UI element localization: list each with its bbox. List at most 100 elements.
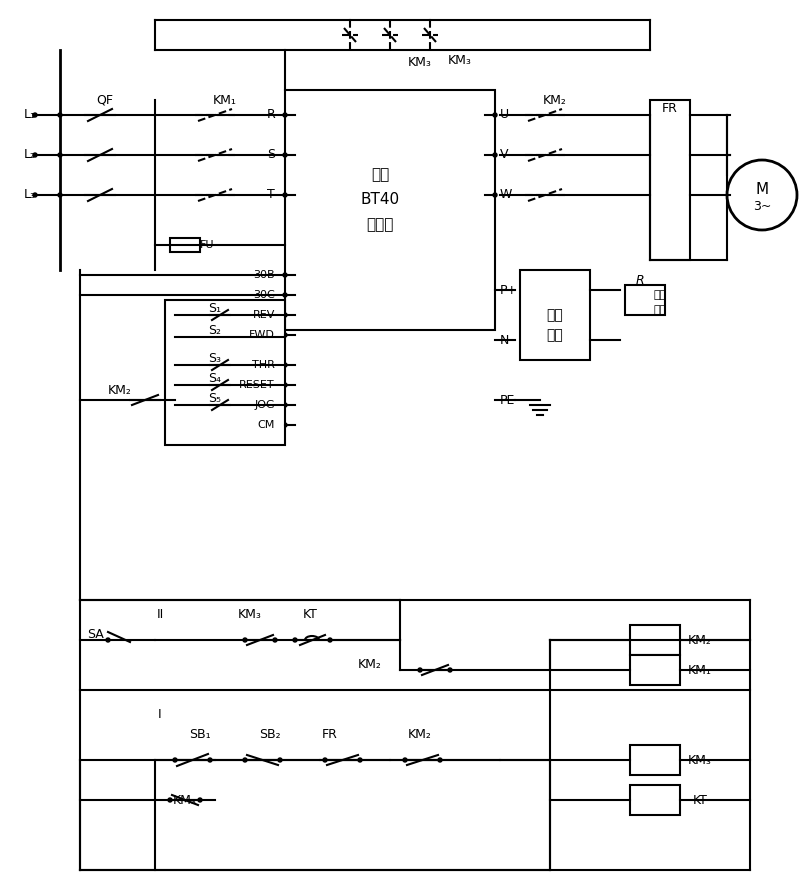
Circle shape [58, 153, 62, 157]
Circle shape [283, 403, 287, 407]
Text: R: R [266, 109, 275, 121]
Text: KM₃: KM₃ [238, 608, 262, 622]
Text: KM₃: KM₃ [173, 794, 197, 806]
Circle shape [283, 423, 287, 427]
Text: FR: FR [322, 729, 338, 741]
Circle shape [328, 638, 332, 642]
Text: V: V [500, 148, 509, 161]
Text: REV: REV [252, 310, 275, 320]
Bar [630, 625, 680, 655]
Bar [520, 270, 590, 360]
Bar [630, 655, 680, 685]
Circle shape [293, 638, 297, 642]
Text: KT: KT [302, 608, 318, 622]
Bar [650, 100, 690, 260]
Text: RESET: RESET [239, 380, 275, 390]
Text: CM: CM [258, 420, 275, 430]
Text: PE: PE [500, 393, 515, 407]
Circle shape [448, 668, 452, 672]
Text: QF: QF [97, 94, 114, 106]
Circle shape [283, 333, 287, 337]
Text: 制动: 制动 [654, 290, 667, 300]
Text: KM₂: KM₂ [543, 94, 567, 106]
Circle shape [33, 153, 37, 157]
Circle shape [283, 383, 287, 387]
Circle shape [168, 798, 172, 802]
Text: KM₁: KM₁ [213, 94, 237, 106]
Text: JOG: JOG [255, 400, 275, 410]
Text: S₅: S₅ [209, 392, 222, 404]
Bar [170, 238, 200, 252]
Text: 单元: 单元 [546, 328, 563, 342]
Text: KM₂: KM₂ [688, 633, 712, 647]
Text: 30B: 30B [253, 270, 275, 280]
Text: I: I [158, 708, 162, 722]
Circle shape [358, 758, 362, 762]
Circle shape [283, 113, 287, 117]
Bar [165, 300, 285, 445]
Text: KM₃: KM₃ [448, 54, 472, 67]
Text: L₃: L₃ [24, 188, 36, 202]
Text: 电阻: 电阻 [654, 305, 667, 315]
Circle shape [283, 293, 287, 297]
Text: S₂: S₂ [209, 324, 222, 336]
Text: S₃: S₃ [209, 351, 222, 365]
Circle shape [323, 758, 327, 762]
Text: FU: FU [200, 240, 214, 250]
Circle shape [283, 153, 287, 157]
Circle shape [173, 758, 177, 762]
Text: N: N [500, 334, 509, 346]
Text: KM₂: KM₂ [358, 658, 382, 672]
Text: 森兰: 森兰 [371, 168, 389, 183]
Circle shape [33, 193, 37, 197]
Text: SB₂: SB₂ [260, 729, 280, 741]
Text: W: W [500, 188, 513, 202]
Text: L₂: L₂ [24, 148, 36, 161]
Text: L₁: L₁ [24, 109, 36, 121]
Circle shape [33, 113, 37, 117]
Text: KM₁: KM₁ [688, 664, 712, 676]
Text: BT40: BT40 [360, 193, 400, 208]
Text: KT: KT [692, 794, 708, 806]
Text: SA: SA [86, 629, 103, 641]
Text: S₁: S₁ [209, 301, 222, 315]
Text: SB₁: SB₁ [189, 729, 211, 741]
Circle shape [418, 668, 422, 672]
Circle shape [198, 798, 202, 802]
Circle shape [243, 758, 247, 762]
Text: 变频器: 变频器 [366, 218, 393, 233]
Text: KM₂: KM₂ [408, 729, 432, 741]
Circle shape [403, 758, 407, 762]
Text: 30C: 30C [253, 290, 275, 300]
Circle shape [273, 638, 277, 642]
Circle shape [208, 758, 212, 762]
Circle shape [283, 193, 287, 197]
Text: S: S [267, 148, 275, 161]
Text: KM₃: KM₃ [408, 55, 432, 69]
Circle shape [243, 638, 247, 642]
Text: THR: THR [252, 360, 275, 370]
Text: R: R [636, 274, 644, 286]
Circle shape [58, 193, 62, 197]
Circle shape [283, 313, 287, 317]
Bar [630, 745, 680, 775]
Text: FR: FR [662, 102, 678, 114]
Circle shape [106, 638, 110, 642]
Text: T: T [268, 188, 275, 202]
Circle shape [278, 758, 282, 762]
Text: II: II [156, 608, 164, 622]
Circle shape [58, 113, 62, 117]
Text: U: U [500, 109, 509, 121]
Text: M: M [755, 183, 769, 197]
Circle shape [283, 273, 287, 277]
Circle shape [438, 758, 442, 762]
Text: FWD: FWD [249, 330, 275, 340]
Text: 制动: 制动 [546, 308, 563, 322]
Circle shape [283, 363, 287, 367]
Text: S₄: S₄ [209, 371, 222, 384]
Bar [625, 285, 665, 315]
Circle shape [493, 153, 497, 157]
Circle shape [493, 193, 497, 197]
Text: KM₂: KM₂ [108, 384, 132, 397]
Text: 3~: 3~ [753, 201, 771, 213]
